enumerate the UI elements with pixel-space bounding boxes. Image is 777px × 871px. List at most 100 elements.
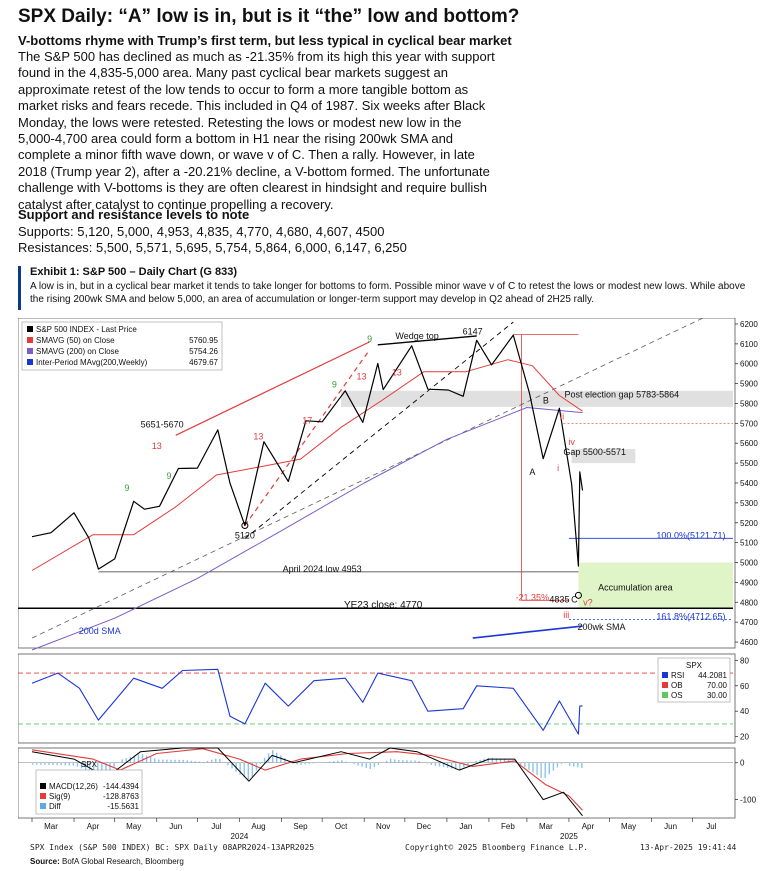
low-4835-marker bbox=[574, 591, 582, 599]
macd-hist-bar bbox=[259, 762, 262, 764]
rsi-tick-label: 40 bbox=[740, 707, 749, 716]
macd-hist-bar bbox=[80, 762, 83, 769]
macd-hist-bar bbox=[385, 760, 388, 763]
macd-hist-bar bbox=[361, 762, 363, 767]
legend-swatch bbox=[27, 359, 33, 365]
chart-annotation: 6147 bbox=[463, 327, 483, 337]
macd-hist-bar bbox=[568, 762, 571, 766]
macd-hist-bar bbox=[503, 759, 506, 763]
macd-hist-bar bbox=[377, 762, 380, 765]
macd-hist-bar bbox=[357, 762, 359, 766]
macd-legend-title: SPX bbox=[81, 760, 98, 769]
legend-swatch bbox=[27, 348, 33, 354]
x-month-label: Nov bbox=[376, 822, 390, 831]
macd-hist-bar bbox=[324, 762, 327, 763]
x-month-label: Dec bbox=[417, 822, 431, 831]
chart-annotation: YE23 close: 4770 bbox=[344, 600, 423, 611]
chart-annotation: 4835 bbox=[549, 594, 569, 604]
exhibit-title: Exhibit 1: S&P 500 – Daily Chart (G 833) bbox=[30, 266, 238, 278]
x-month-label: May bbox=[621, 822, 636, 831]
levels-heading: Support and resistance levels to note bbox=[18, 207, 250, 222]
price-tick-label: 4900 bbox=[740, 578, 758, 587]
legend-swatch bbox=[27, 337, 33, 343]
price-panel: 4600 4700 4800 4900 5000 5100 5200 5300 5400 5500… bbox=[18, 318, 758, 651]
chart-annotation: 100.0%(5121.71) bbox=[656, 530, 725, 540]
macd-hist-bar bbox=[178, 759, 180, 763]
chart-annotation: 13 bbox=[152, 441, 162, 451]
price-tick-label: 5100 bbox=[740, 539, 758, 548]
chart-annotation: Gap 5500-5571 bbox=[563, 447, 626, 457]
macd-hist-bar bbox=[182, 759, 184, 763]
chart-annotation: 13 bbox=[356, 372, 366, 382]
chart-annotation: iii bbox=[563, 610, 569, 620]
chart-annotation: 200wk SMA bbox=[577, 622, 625, 632]
macd-hist-bar bbox=[365, 762, 367, 768]
macd-hist-bar bbox=[60, 762, 62, 766]
x-year-label: 2025 bbox=[560, 832, 578, 840]
macd-legend-label: Diff bbox=[49, 802, 62, 811]
rsi-legend-label: RSI bbox=[671, 671, 684, 680]
macd-hist-bar bbox=[573, 762, 575, 767]
chart-annotation: A bbox=[529, 467, 535, 477]
macd-hist-bar bbox=[389, 758, 392, 763]
macd-hist-bar bbox=[263, 757, 266, 763]
macd-hist-bar bbox=[219, 758, 221, 763]
macd-hist-bar bbox=[438, 762, 441, 767]
x-month-label: Aug bbox=[251, 822, 265, 831]
price-tick-label: 5800 bbox=[740, 399, 758, 408]
macd-hist-bar bbox=[581, 762, 583, 769]
macd-hist-bar bbox=[162, 759, 164, 763]
x-month-label: Mar bbox=[44, 822, 58, 831]
price-tick-label: 5700 bbox=[740, 419, 758, 428]
sma50-line bbox=[31, 359, 583, 571]
macd-legend-value: -144.4394 bbox=[103, 782, 140, 791]
macd-hist-bar bbox=[495, 758, 498, 763]
wk200-sma-line bbox=[472, 625, 583, 639]
macd-hist-bar bbox=[72, 762, 75, 766]
macd-hist-bar bbox=[548, 762, 550, 775]
macd-legend: SPX MACD(12,26) -144.4394 Sig(9) -128.8763 Di… bbox=[35, 760, 143, 815]
x-month-label: Apr bbox=[582, 822, 595, 831]
price-tick-label: 4700 bbox=[740, 618, 758, 627]
macd-hist-bar bbox=[341, 760, 343, 763]
macd-hist-bar bbox=[373, 762, 376, 768]
macd-hist-bar bbox=[556, 762, 559, 768]
rsi-tick-label: 80 bbox=[740, 656, 749, 665]
chart-annotation: v? bbox=[583, 597, 593, 607]
spx-daily-chart: 4600 4700 4800 4900 5000 5100 5200 5300 5400 5500… bbox=[18, 318, 763, 840]
rsi-legend-box bbox=[657, 657, 731, 703]
macd-legend-swatch bbox=[40, 793, 46, 799]
macd-hist-bar bbox=[487, 757, 489, 763]
macd-hist-bar bbox=[450, 762, 453, 769]
macd-hist-bar bbox=[406, 760, 408, 763]
supports-line: Supports: 5,120, 5,000, 4,953, 4,835, 4,… bbox=[18, 224, 385, 239]
macd-hist-bar bbox=[536, 762, 538, 776]
macd-hist-bar bbox=[84, 762, 87, 771]
macd-hist-bar bbox=[276, 752, 278, 763]
macd-hist-bar bbox=[430, 762, 433, 765]
x-month-label: Sep bbox=[293, 822, 308, 831]
macd-hist-bar bbox=[97, 762, 99, 775]
chart-annotation: 5120 bbox=[235, 531, 255, 541]
source-text: BofA Global Research, Bloomberg bbox=[59, 857, 184, 866]
macd-hist-bar bbox=[141, 754, 144, 763]
chart-annotation: 9 bbox=[166, 471, 171, 481]
macd-hist-bar bbox=[577, 762, 579, 768]
macd-hist-bar bbox=[210, 759, 213, 763]
macd-hist-bar bbox=[133, 755, 136, 763]
price-tick-label: 5300 bbox=[740, 499, 758, 508]
macd-hist-bar bbox=[333, 761, 335, 763]
macd-hist-bar bbox=[206, 760, 209, 763]
exhibit-accent-bar bbox=[18, 266, 21, 310]
macd-hist-bar bbox=[426, 762, 428, 764]
x-month-label: Jul bbox=[706, 822, 716, 831]
footer-copyright: Copyright© 2025 Bloomberg Finance L.P. bbox=[405, 843, 589, 852]
macd-hist-bar bbox=[227, 762, 229, 766]
rsi-line bbox=[31, 668, 583, 735]
post-election-gap-zone bbox=[341, 390, 733, 407]
macd-hist-bar bbox=[540, 762, 542, 778]
chart-annotation: Post election gap 5783-5864 bbox=[565, 390, 680, 400]
rsi-tick-label: 20 bbox=[740, 733, 749, 742]
macd-hist-bar bbox=[64, 762, 66, 766]
